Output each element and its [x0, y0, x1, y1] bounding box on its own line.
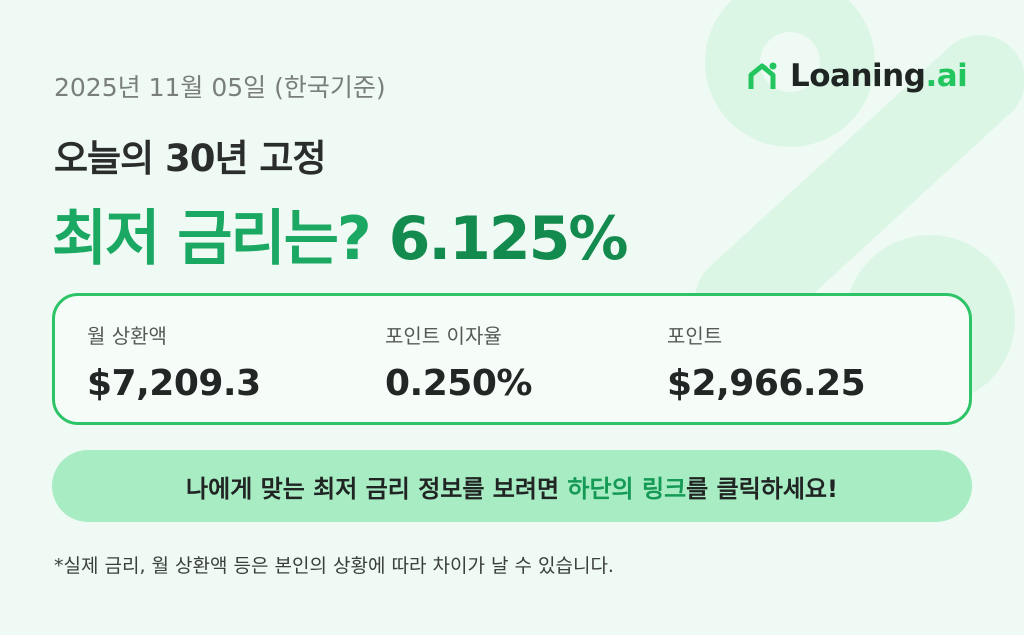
logo-text: Loaning.ai	[790, 58, 968, 94]
date-label: 2025년 11월 05일 (한국기준)	[54, 73, 386, 102]
headline-line1: 오늘의 30년 고정	[54, 137, 326, 180]
disclaimer: *실제 금리, 월 상환액 등은 본인의 상황에 따라 차이가 날 수 있습니다…	[54, 555, 614, 577]
house-icon	[748, 62, 777, 89]
headline-line2: 최저 금리는? 6.125%	[52, 204, 629, 274]
stats-card: 월 상환액 $7,209.3 포인트 이자율 0.250% 포인트 $2,966…	[52, 293, 972, 425]
stat-points: 포인트 $2,966.25	[667, 324, 866, 404]
logo: Loaning.ai	[748, 58, 968, 94]
stat-point-rate: 포인트 이자율 0.250%	[385, 324, 532, 404]
stat-monthly-payment: 월 상환액 $7,209.3	[87, 324, 261, 404]
rate-value: 6.125%	[388, 204, 629, 274]
cta-banner[interactable]: 나에게 맞는 최저 금리 정보를 보려면 하단의 링크 를 클릭하세요!	[52, 450, 972, 522]
